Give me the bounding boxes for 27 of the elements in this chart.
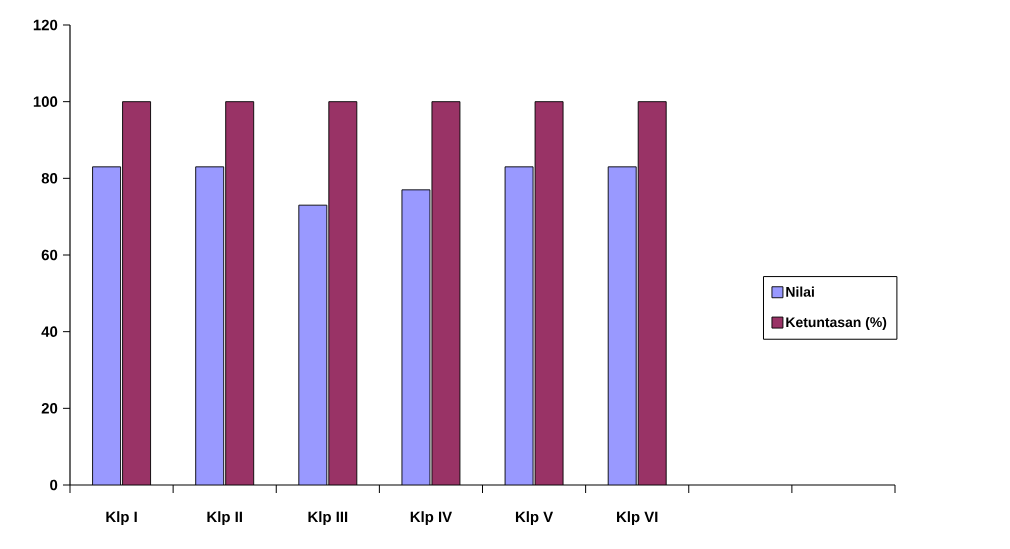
legend-label: Nilai [786,286,814,297]
y-tick-label: 100 [33,96,58,107]
legend-label: Ketuntasan (%) [786,316,887,330]
x-tick-label: Klp I [106,511,137,526]
bar [122,101,151,485]
bar [298,205,327,485]
x-tick-label: Klp VI [617,511,658,526]
x-tick-label: Klp II [207,511,242,526]
x-tick-label: Klp V [515,511,554,526]
bar [431,101,460,485]
y-tick-label: 80 [41,173,58,184]
x-tick-label: Klp IV [410,511,452,526]
bar [401,189,430,485]
bar [328,101,357,485]
y-tick-label: 120 [33,19,58,31]
bar [92,166,121,485]
bar [607,166,637,485]
bar [195,166,224,485]
x-tick-label: Klp III [308,511,348,526]
y-tick-label: 40 [41,326,58,337]
y-tick-label: 20 [41,403,58,414]
bar [225,101,254,485]
y-tick-label: 0 [50,479,58,491]
bar [505,166,534,485]
y-tick-label: 60 [41,249,58,261]
bar [535,101,564,485]
bar [637,101,667,485]
